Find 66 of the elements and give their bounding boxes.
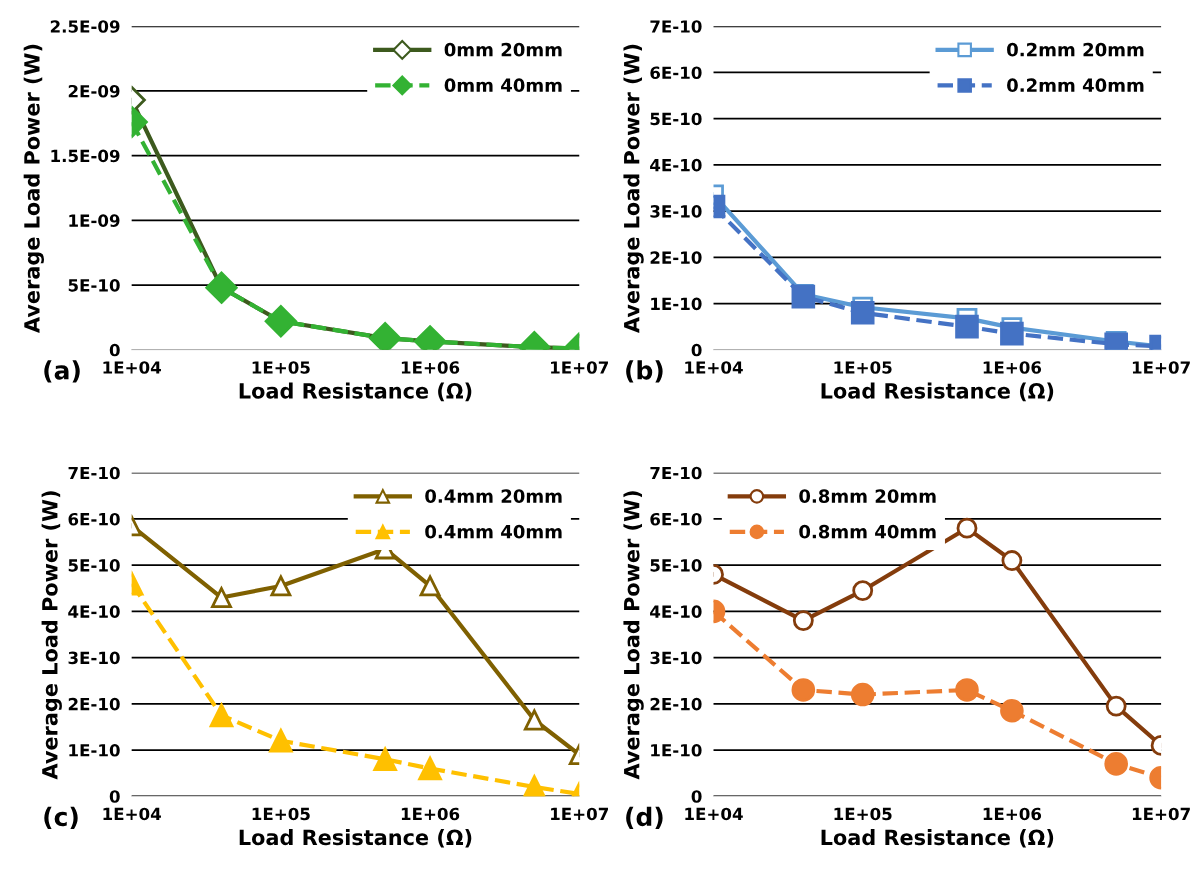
x-tick-label: 1E+06 [983, 361, 1042, 374]
x-tick-label: 1E+04 [103, 361, 161, 374]
legend-label: 0.8mm 20mm [799, 489, 936, 503]
x-tick-label: 1E+07 [551, 361, 608, 374]
x-axis-title: Load Resistance (Ω) [821, 382, 1054, 402]
legend-label: 0mm 40mm [444, 78, 562, 93]
y-tick-label: 2.5E-09 [50, 20, 120, 33]
legend-label: 0.2mm 20mm [1007, 42, 1144, 57]
legend-label: 0mm 20mm [444, 42, 562, 57]
y-tick-label: 1.5E-09 [51, 149, 120, 163]
y-tick-label: 5E-10 [68, 559, 120, 572]
y-tick-label: 2E-10 [68, 697, 120, 711]
y-tick-label: 7E-10 [650, 466, 702, 480]
y-axis-title: Average Load Power (W) [23, 44, 44, 333]
y-tick-label: 6E-10 [650, 512, 702, 526]
y-tick-label: 4E-10 [650, 605, 702, 618]
x-tick-label: 1E+07 [1132, 807, 1190, 821]
text: (b) [626, 360, 663, 383]
y-tick-label: 1E-10 [69, 743, 120, 757]
x-axis-title: Load Resistance (Ω) [821, 829, 1054, 848]
y-tick-label: 5E-10 [68, 279, 120, 292]
x-tick-label: 1E+05 [834, 807, 892, 821]
y-tick-label: 5E-10 [650, 112, 702, 126]
legend-label: 0.2mm 40mm [1007, 78, 1144, 93]
y-tick-label: 1E-09 [69, 214, 120, 227]
x-tick-label: 1E+04 [103, 807, 161, 821]
x-tick-label: 1E+05 [252, 807, 310, 821]
y-tick-label: 1E-10 [651, 743, 702, 757]
legend-label: 0.4mm 40mm [425, 524, 562, 539]
text: (a) [44, 360, 80, 383]
y-axis-title: Average Load Power (W) [623, 44, 644, 333]
x-tick-label: 1E+06 [401, 807, 460, 821]
y-tick-label: 6E-10 [650, 66, 702, 80]
y-tick-label: 3E-10 [68, 651, 120, 665]
y-tick-label: 2E-10 [650, 697, 702, 711]
y-tick-label: 7E-10 [68, 466, 120, 480]
y-tick-label: 4E-10 [68, 605, 120, 618]
x-tick-label: 1E+05 [834, 361, 892, 374]
text: (d) [626, 806, 663, 830]
y-tick-label: 2E-10 [650, 251, 702, 264]
y-tick-label: 7E-10 [650, 20, 702, 33]
y-tick-label: 0 [109, 343, 120, 357]
x-axis-title: Load Resistance (Ω) [239, 829, 472, 848]
x-axis-title: Load Resistance (Ω) [239, 382, 472, 402]
legend-label: 0.8mm 40mm [799, 524, 936, 539]
text: (c) [44, 806, 78, 830]
y-tick-label: 3E-10 [650, 205, 702, 218]
legend-label: 0.4mm 20mm [425, 489, 562, 503]
x-tick-label: 1E+06 [401, 361, 460, 374]
y-tick-label: 5E-10 [650, 559, 702, 572]
x-tick-label: 1E+04 [685, 807, 743, 821]
y-tick-label: 0 [691, 790, 702, 803]
y-tick-label: 4E-10 [650, 158, 702, 172]
y-tick-label: 3E-10 [650, 651, 702, 665]
x-tick-label: 1E+07 [1132, 361, 1190, 374]
y-tick-label: 6E-10 [68, 512, 120, 526]
x-tick-label: 1E+05 [252, 361, 310, 374]
y-axis-title: Average Load Power (W) [623, 491, 644, 780]
x-tick-label: 1E+07 [551, 807, 608, 821]
y-tick-label: 2E-09 [68, 84, 120, 98]
x-tick-label: 1E+06 [983, 807, 1042, 821]
y-tick-label: 0 [109, 790, 120, 803]
y-tick-label: 0 [691, 343, 702, 357]
x-tick-label: 1E+04 [685, 361, 743, 374]
y-axis-title: Average Load Power (W) [41, 491, 62, 780]
y-tick-label: 1E-10 [651, 297, 702, 311]
